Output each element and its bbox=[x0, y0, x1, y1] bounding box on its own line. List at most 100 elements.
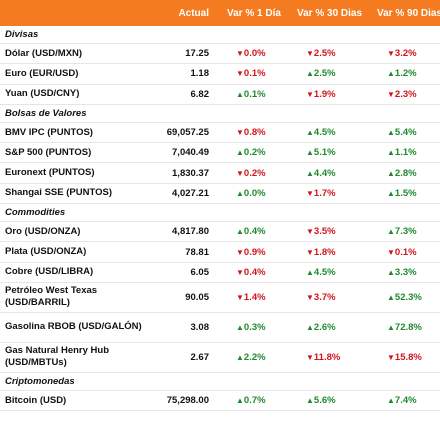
arrow-up-icon: ▲ bbox=[387, 322, 395, 332]
arrow-up-icon: ▲ bbox=[306, 148, 314, 158]
var-90-days-cell: ▲3.3% bbox=[367, 267, 440, 278]
var-1-day-cell: ▼0.1% bbox=[211, 68, 289, 79]
var-30-days-value: 4.4% bbox=[313, 167, 336, 179]
var-1-day-cell: ▲0.2% bbox=[211, 147, 289, 158]
arrow-down-icon: ▼ bbox=[236, 49, 244, 59]
var-30-days-cell: ▼1.9% bbox=[289, 89, 367, 100]
var-1-day-value: 0.4% bbox=[243, 226, 266, 238]
var-90-days-cell: ▼2.3% bbox=[367, 89, 440, 100]
var-90-days-value: 7.4% bbox=[394, 395, 417, 407]
instrument-name: Oro (USD/ONZA) bbox=[5, 225, 81, 237]
table-row: Plata (USD/ONZA) 78.81 ▼0.9% ▼1.8% ▼0.1% bbox=[0, 242, 440, 263]
arrow-up-icon: ▲ bbox=[306, 267, 314, 277]
table-row: Shangai SSE (PUNTOS) 4,027.21 ▲0.0% ▼1.7% ▲1… bbox=[0, 184, 440, 205]
instrument-name: Plata (USD/ONZA) bbox=[5, 246, 87, 258]
var-90-days-value: 1.5% bbox=[394, 187, 417, 199]
instrument-name: Dólar (USD/MXN) bbox=[5, 47, 83, 59]
arrow-down-icon: ▼ bbox=[387, 49, 395, 59]
arrow-up-icon: ▲ bbox=[306, 396, 314, 406]
arrow-down-icon: ▼ bbox=[306, 247, 314, 257]
actual-value: 4,817.80 bbox=[172, 226, 209, 238]
table-row: Yuan (USD/CNY) 6.82 ▲0.1% ▼1.9% ▼2.3% bbox=[0, 85, 440, 105]
arrow-down-icon: ▼ bbox=[306, 292, 314, 302]
var-30-days-cell: ▲5.6% bbox=[289, 395, 367, 406]
var-90-days-value: 7.3% bbox=[394, 226, 417, 238]
table-row: Dólar (USD/MXN) 17.25 ▼0.0% ▼2.5% ▼3.2% bbox=[0, 44, 440, 65]
instrument-name: S&P 500 (PUNTOS) bbox=[5, 146, 92, 158]
var-90-days-cell: ▲1.1% bbox=[367, 147, 440, 158]
table-row: Euronext (PUNTOS) 1,830.37 ▼0.2% ▲4.4% ▲2.8% bbox=[0, 163, 440, 184]
var-1-day-cell: ▲0.0% bbox=[211, 188, 289, 199]
var-90-days-value: 52.3% bbox=[394, 291, 422, 303]
var-30-days-cell: ▼3.5% bbox=[289, 226, 367, 237]
var-30-days-value: 2.6% bbox=[313, 321, 336, 333]
arrow-down-icon: ▼ bbox=[387, 352, 395, 362]
actual-value: 1,830.37 bbox=[172, 167, 209, 179]
var-90-days-value: 3.3% bbox=[394, 266, 417, 278]
instrument-name: Petróleo West Texas (USD/BARRIL) bbox=[5, 285, 98, 309]
var-30-days-cell: ▼1.7% bbox=[289, 188, 367, 199]
actual-value: 7,040.49 bbox=[172, 147, 209, 159]
header-var-1-day: Var % 1 Día bbox=[227, 7, 281, 19]
arrow-up-icon: ▲ bbox=[387, 227, 395, 237]
arrow-down-icon: ▼ bbox=[306, 227, 314, 237]
arrow-up-icon: ▲ bbox=[387, 168, 395, 178]
var-1-day-value: 0.3% bbox=[243, 321, 266, 333]
actual-value: 17.25 bbox=[185, 48, 209, 60]
markets-table: Actual Var % 1 Día Var % 30 Dias Var % 9… bbox=[0, 0, 440, 412]
var-30-days-cell: ▼2.5% bbox=[289, 48, 367, 59]
actual-value: 2.67 bbox=[190, 351, 210, 363]
var-30-days-value: 2.5% bbox=[313, 48, 336, 60]
instrument-name: Gasolina RBOB (USD/GALÓN) bbox=[5, 321, 142, 333]
arrow-down-icon: ▼ bbox=[236, 69, 244, 79]
var-30-days-cell: ▼3.7% bbox=[289, 292, 367, 303]
var-1-day-cell: ▲0.4% bbox=[211, 226, 289, 237]
arrow-down-icon: ▼ bbox=[306, 188, 314, 198]
var-90-days-cell: ▼3.2% bbox=[367, 48, 440, 59]
var-90-days-value: 1.2% bbox=[394, 68, 417, 80]
var-30-days-value: 1.7% bbox=[313, 187, 336, 199]
table-row: S&P 500 (PUNTOS) 7,040.49 ▲0.2% ▲5.1% ▲1.1% bbox=[0, 143, 440, 164]
table-header: Actual Var % 1 Día Var % 30 Dias Var % 9… bbox=[0, 0, 440, 26]
var-30-days-value: 1.9% bbox=[313, 88, 336, 100]
instrument-name: Bitcoin (USD) bbox=[5, 394, 67, 406]
instrument-name: Gas Natural Henry Hub (USD/MBTUs) bbox=[5, 345, 109, 369]
var-90-days-cell: ▼15.8% bbox=[367, 352, 440, 363]
var-90-days-value: 5.4% bbox=[394, 127, 417, 139]
table-row: Euro (EUR/USD) 1.18 ▼0.1% ▲2.5% ▲1.2% bbox=[0, 64, 440, 85]
arrow-up-icon: ▲ bbox=[236, 396, 244, 406]
header-actual: Actual bbox=[178, 7, 209, 19]
instrument-name: Shangai SSE (PUNTOS) bbox=[5, 187, 112, 199]
var-30-days-value: 5.1% bbox=[313, 147, 336, 159]
var-30-days-cell: ▼11.8% bbox=[289, 352, 367, 363]
table-body: Divisas Dólar (USD/MXN) 17.25 ▼0.0% ▼2.5% ▼3.… bbox=[0, 26, 440, 412]
var-30-days-cell: ▼1.8% bbox=[289, 247, 367, 258]
table-row: BMV IPC (PUNTOS) 69,057.25 ▼0.8% ▲4.5% ▲5.4% bbox=[0, 123, 440, 144]
var-1-day-value: 0.2% bbox=[243, 167, 266, 179]
var-30-days-value: 4.5% bbox=[313, 127, 336, 139]
arrow-down-icon: ▼ bbox=[236, 267, 244, 277]
var-1-day-value: 0.0% bbox=[243, 187, 266, 199]
section-title: Divisas bbox=[0, 26, 440, 44]
var-1-day-cell: ▼0.9% bbox=[211, 247, 289, 258]
actual-value: 4,027.21 bbox=[172, 187, 209, 199]
arrow-up-icon: ▲ bbox=[236, 89, 244, 99]
instrument-name: Cobre (USD/LIBRA) bbox=[5, 266, 94, 278]
var-90-days-value: 2.3% bbox=[394, 88, 417, 100]
var-1-day-cell: ▲2.2% bbox=[211, 352, 289, 363]
table-row: Petróleo West Texas (USD/BARRIL) 90.05 ▼1.… bbox=[0, 283, 440, 313]
var-90-days-value: 1.1% bbox=[394, 147, 417, 159]
var-90-days-cell: ▲7.3% bbox=[367, 226, 440, 237]
table-row: Cobre (USD/LIBRA) 6.05 ▼0.4% ▲4.5% ▲3.3% bbox=[0, 263, 440, 283]
var-30-days-cell: ▲2.5% bbox=[289, 68, 367, 79]
arrow-up-icon: ▲ bbox=[306, 128, 314, 138]
var-90-days-cell: ▼0.1% bbox=[367, 247, 440, 258]
var-90-days-cell: ▲1.2% bbox=[367, 68, 440, 79]
arrow-down-icon: ▼ bbox=[306, 49, 314, 59]
var-1-day-value: 0.4% bbox=[243, 266, 266, 278]
arrow-up-icon: ▲ bbox=[387, 69, 395, 79]
var-30-days-value: 3.5% bbox=[313, 226, 336, 238]
actual-value: 75,298.00 bbox=[166, 395, 209, 407]
instrument-name: BMV IPC (PUNTOS) bbox=[5, 126, 93, 138]
var-90-days-cell: ▲2.8% bbox=[367, 168, 440, 179]
